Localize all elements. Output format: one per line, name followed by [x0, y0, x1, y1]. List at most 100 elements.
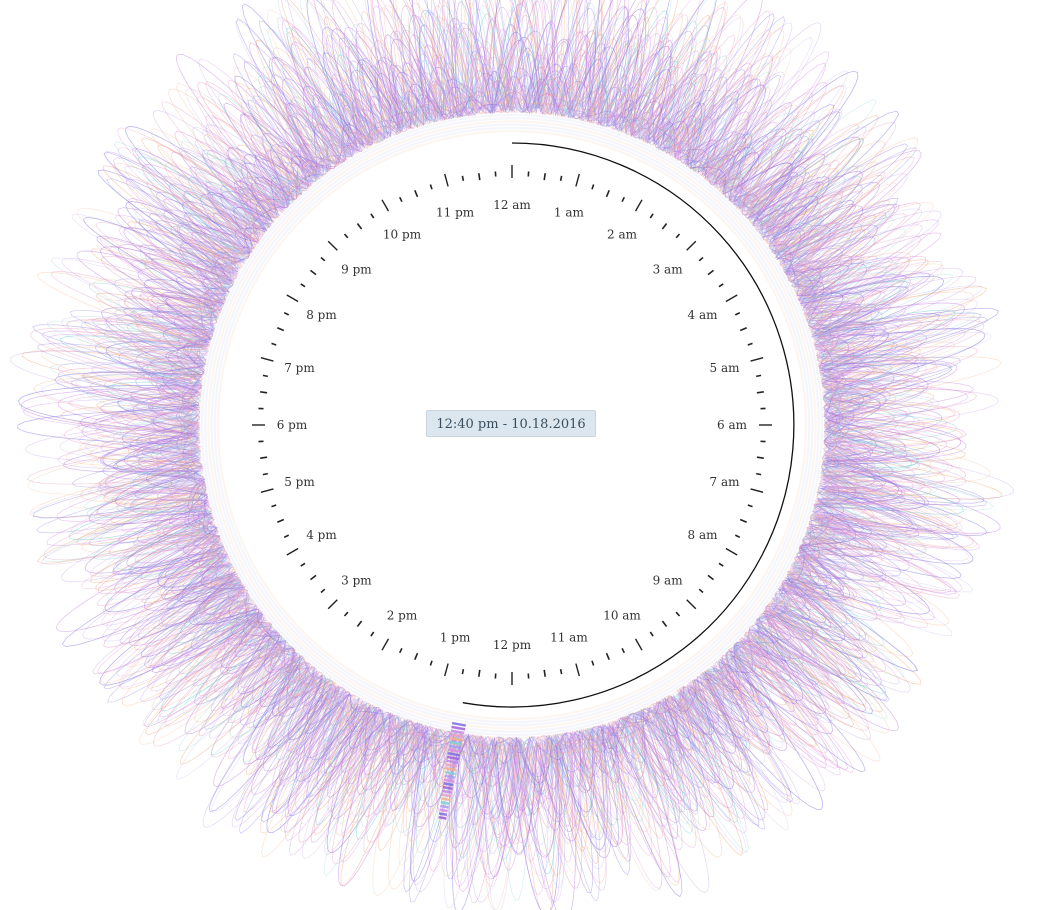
- hour-tick: [381, 199, 390, 212]
- hour-tick: [634, 638, 643, 651]
- minor-tick: [478, 173, 481, 181]
- signal-trace: [42, 0, 994, 901]
- hour-tick: [327, 240, 338, 251]
- marker-stroke: [449, 740, 463, 746]
- hour-tick: [327, 599, 338, 610]
- minor-tick: [356, 620, 363, 627]
- minor-tick: [559, 669, 563, 675]
- minor-tick: [398, 196, 403, 203]
- minor-tick: [300, 562, 306, 567]
- marker-stroke: [443, 782, 454, 787]
- signal-burst-layer: [10, 0, 1014, 910]
- marker-stroke: [444, 774, 456, 779]
- minor-tick: [756, 391, 764, 394]
- signal-trace: [41, 0, 980, 884]
- signal-trace: [99, 0, 925, 853]
- hour-label: 11 am: [550, 631, 588, 645]
- hour-label: 9 pm: [341, 262, 372, 276]
- hour-tick: [444, 663, 449, 677]
- signal-trace: [99, 9, 915, 837]
- marker-stroke: [440, 800, 450, 805]
- minor-tick: [698, 588, 704, 594]
- hour-tick: [750, 357, 764, 362]
- minor-tick: [414, 189, 419, 198]
- signal-trace: [17, 0, 999, 910]
- time-readout: 12:40 pm - 10.18.2016: [426, 410, 596, 437]
- hour-tick: [686, 240, 697, 251]
- marker-stroke: [441, 793, 452, 798]
- minor-tick: [756, 456, 764, 459]
- minor-tick: [718, 562, 724, 567]
- signal-trace: [88, 6, 940, 854]
- minor-tick: [661, 620, 668, 627]
- signal-trace: [88, 5, 922, 845]
- minor-tick: [605, 189, 610, 198]
- hour-label: 11 pm: [436, 206, 475, 220]
- signal-trace: [24, 0, 1000, 890]
- marker-stroke: [448, 748, 461, 753]
- signal-trace: [71, 0, 953, 887]
- hour-label: 3 am: [653, 262, 684, 276]
- halo-ring: [194, 107, 830, 743]
- signal-trace: [147, 63, 866, 788]
- signal-trace: [143, 53, 884, 796]
- hour-label: 2 am: [607, 228, 638, 242]
- hour-tick: [634, 199, 643, 212]
- hour-label: 4 am: [688, 308, 719, 322]
- marker-stroke: [446, 759, 459, 764]
- signal-trace: [76, 0, 967, 877]
- signal-trace: [10, 0, 1014, 903]
- halo-ring: [216, 129, 808, 721]
- minute-ticks: [252, 165, 772, 685]
- signal-trace: [91, 0, 933, 854]
- signal-trace: [60, 0, 964, 860]
- halo-ring: [197, 110, 827, 740]
- minor-tick: [271, 342, 277, 346]
- signal-trace: [103, 18, 921, 832]
- minor-tick: [734, 311, 741, 316]
- marker-stroke: [442, 785, 453, 790]
- minor-tick: [747, 504, 753, 508]
- signal-trace: [27, 0, 991, 897]
- signal-trace: [68, 0, 952, 863]
- signal-trace: [27, 0, 978, 904]
- minor-tick: [739, 518, 748, 523]
- marker-stroke: [448, 744, 462, 750]
- minor-tick: [756, 374, 762, 378]
- minor-tick: [605, 652, 610, 661]
- hour-labels: 12 am 1 am 2 am 3 am 4 am 5 am 6 am 7 am 8 am 9 a…: [277, 198, 748, 652]
- minor-tick: [734, 534, 741, 539]
- minor-tick: [675, 233, 681, 239]
- minor-tick: [320, 256, 326, 262]
- hour-label: 6 pm: [277, 418, 308, 432]
- minor-tick: [591, 660, 595, 666]
- hour-label: 12 pm: [493, 638, 532, 652]
- halo-ring: [207, 120, 817, 730]
- hour-label: 8 am: [688, 528, 719, 542]
- hour-label: 7 pm: [284, 361, 315, 375]
- signal-trace: [63, 0, 961, 857]
- hour-label: 2 pm: [387, 609, 418, 623]
- halo-ring: [181, 94, 843, 756]
- minor-tick: [343, 233, 349, 239]
- marker-stroke: [446, 755, 460, 761]
- marker-stroke: [445, 763, 458, 768]
- marker-stroke: [439, 804, 449, 809]
- minor-tick: [370, 631, 375, 637]
- signal-trace: [126, 32, 909, 817]
- signal-trace: [147, 54, 888, 799]
- hour-label: 3 pm: [341, 574, 372, 588]
- hour-tick: [686, 599, 697, 610]
- signal-trace: [105, 3, 919, 847]
- minor-tick: [276, 327, 285, 332]
- minor-tick: [718, 283, 724, 288]
- minor-tick: [649, 631, 654, 637]
- minor-tick: [739, 327, 748, 332]
- minor-tick: [260, 456, 268, 459]
- minor-tick: [356, 223, 363, 230]
- signal-trace: [84, 0, 962, 859]
- minor-tick: [429, 660, 433, 666]
- hour-label: 1 pm: [440, 631, 471, 645]
- halo-ring: [188, 101, 836, 749]
